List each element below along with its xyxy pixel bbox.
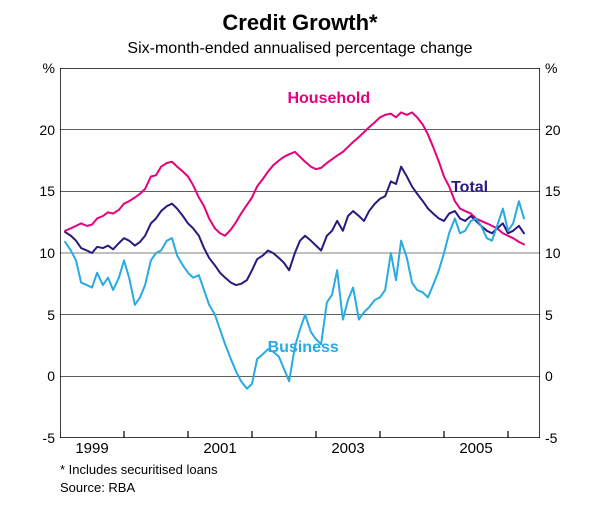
y-unit-left: % [5,60,55,76]
y-tick-left: 0 [5,368,55,384]
y-tick-right: 0 [545,368,595,384]
x-tick-label: 2005 [459,440,492,457]
y-tick-right: -5 [545,430,595,446]
chart-title: Credit Growth* [0,10,600,36]
series-label-business: Business [268,339,339,357]
footnote-2: Source: RBA [60,480,135,495]
y-tick-left: 20 [5,122,55,138]
y-unit-right: % [545,60,595,76]
y-tick-left: 10 [5,245,55,261]
y-tick-left: 15 [5,183,55,199]
y-tick-right: 10 [545,245,595,261]
series-label-household: Household [287,90,370,108]
series-label-total: Total [451,179,488,197]
x-tick-label: 2001 [203,440,236,457]
footnote-1: * Includes securitised loans [60,462,218,477]
chart-container: Credit Growth* Six-month-ended annualise… [0,0,600,509]
plot-svg [60,68,540,438]
y-tick-left: 5 [5,307,55,323]
y-tick-right: 5 [545,307,595,323]
y-tick-right: 20 [545,122,595,138]
y-tick-right: 15 [545,183,595,199]
y-tick-left: -5 [5,430,55,446]
plot-area [60,68,540,438]
x-tick-label: 1999 [75,440,108,457]
x-tick-label: 2003 [331,440,364,457]
chart-subtitle: Six-month-ended annualised percentage ch… [0,40,600,58]
